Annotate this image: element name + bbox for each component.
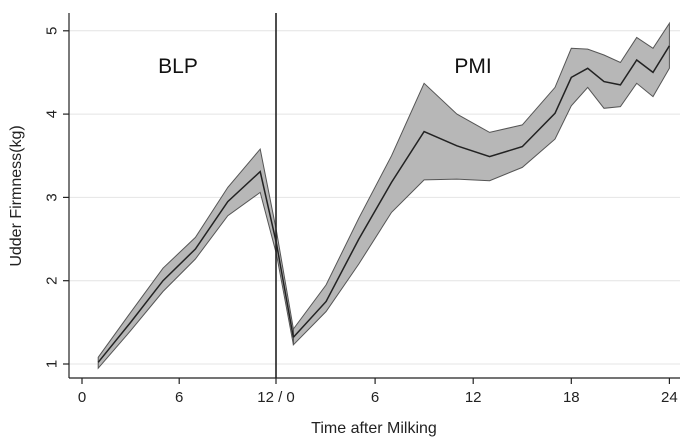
band-pmi	[292, 21, 670, 347]
y-tick-label-5: 5	[43, 27, 60, 35]
mean-lines	[97, 45, 671, 363]
y-axis-title: Udder Firmness(kg)	[8, 125, 25, 266]
x-tick-label-0: 0	[78, 389, 86, 406]
y-ticks: 1 2 3 4 5	[43, 27, 69, 368]
x-tick-label-2: 12 / 0	[257, 389, 295, 406]
x-tick-label-6: 24	[661, 389, 678, 406]
x-tick-label-5: 18	[563, 389, 580, 406]
mean-line-pmi	[292, 45, 671, 338]
y-tick-label-4: 4	[43, 110, 60, 118]
y-tick-label-1: 1	[43, 360, 60, 368]
x-tick-label-3: 6	[371, 389, 379, 406]
mean-line-blp	[97, 170, 278, 363]
mean-line-bridge	[275, 243, 295, 338]
annotation-blp: BLP	[158, 55, 198, 78]
y-tick-label-3: 3	[43, 193, 60, 201]
x-tick-label-4: 12	[465, 389, 482, 406]
x-tick-label-1: 6	[175, 389, 183, 406]
x-ticks: 0 6 12 / 0 6 12 18 24	[78, 378, 678, 406]
annotation-pmi: PMI	[454, 55, 491, 78]
x-axis-title: Time after Milking	[311, 420, 437, 437]
y-tick-label-2: 2	[43, 277, 60, 285]
